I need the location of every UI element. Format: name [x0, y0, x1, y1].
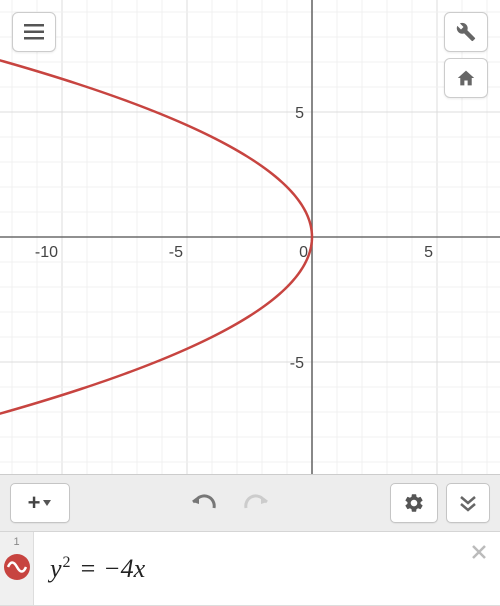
- svg-text:5: 5: [424, 244, 433, 261]
- undo-icon: [191, 493, 217, 511]
- svg-text:-5: -5: [290, 355, 304, 372]
- expression-index: 1: [13, 536, 19, 548]
- hamburger-icon: [24, 24, 44, 40]
- expression-row[interactable]: 1 y2 = −4x: [0, 532, 500, 606]
- redo-button[interactable]: [237, 487, 275, 520]
- collapse-button[interactable]: [446, 483, 490, 523]
- graph-area[interactable]: -10-5055-5: [0, 0, 500, 474]
- svg-text:-10: -10: [35, 244, 58, 261]
- settings-wrench-button[interactable]: [444, 12, 488, 52]
- home-icon: [456, 69, 476, 87]
- sine-wave-icon: [7, 560, 27, 574]
- expression-content[interactable]: y2 = −4x: [34, 532, 500, 605]
- redo-icon: [243, 493, 269, 511]
- toolbar: +: [0, 474, 500, 532]
- plus-label: +: [28, 490, 41, 516]
- gear-icon: [403, 492, 425, 514]
- caret-down-icon: [42, 499, 52, 507]
- expression-index-column: 1: [0, 532, 34, 605]
- expression-color-icon[interactable]: [4, 554, 30, 580]
- menu-button[interactable]: [12, 12, 56, 52]
- expression-delete-button[interactable]: [470, 540, 488, 568]
- undo-redo-group: [185, 487, 275, 520]
- expression-text: y2 = −4x: [50, 554, 145, 584]
- add-expression-button[interactable]: +: [10, 483, 70, 523]
- app-root: -10-5055-5 +: [0, 0, 500, 606]
- svg-text:5: 5: [295, 105, 304, 122]
- close-icon: [470, 543, 488, 561]
- chevron-double-down-icon: [459, 494, 477, 512]
- graph-canvas: -10-5055-5: [0, 0, 500, 474]
- undo-button[interactable]: [185, 487, 223, 520]
- wrench-icon: [456, 22, 476, 42]
- gear-button[interactable]: [390, 483, 438, 523]
- svg-text:-5: -5: [169, 244, 183, 261]
- home-button[interactable]: [444, 58, 488, 98]
